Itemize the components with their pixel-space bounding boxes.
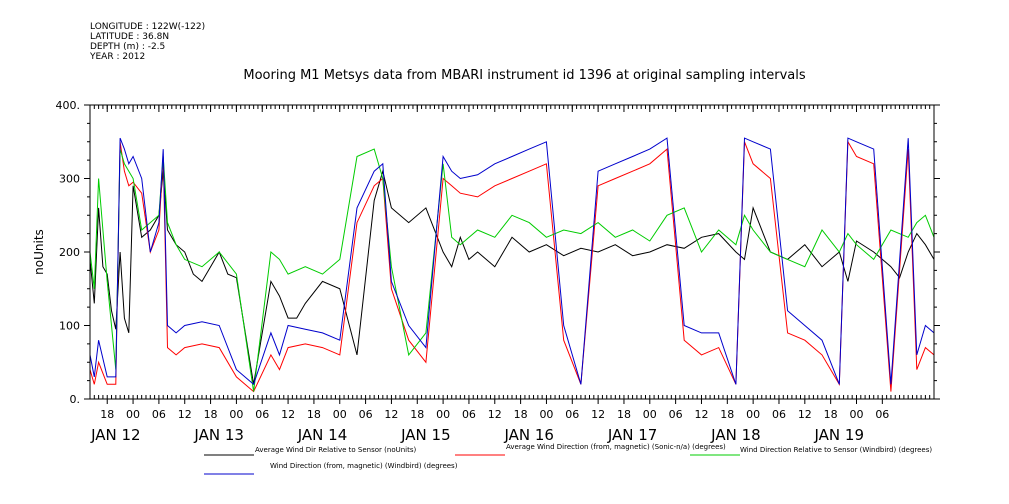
- y-tick-label: 0.: [70, 393, 81, 406]
- x-tick-label: 06: [462, 408, 476, 421]
- x-tick-label: 18: [100, 408, 114, 421]
- x-tick-label: 06: [255, 408, 269, 421]
- metadata-block: LONGITUDE : 122W(-122) LATITUDE : 36.8N …: [90, 22, 205, 62]
- x-tick-label: 00: [229, 408, 243, 421]
- x-date-label: JAN 16: [503, 426, 554, 444]
- y-tick-label: 300: [59, 173, 80, 186]
- x-tick-label: 12: [281, 408, 295, 421]
- x-tick-label: 12: [178, 408, 192, 421]
- legend-label-1: Average Wind Dir Relative to Sensor (noU…: [255, 446, 416, 454]
- x-date-label: JAN 17: [607, 426, 658, 444]
- x-tick-label: 00: [126, 408, 140, 421]
- y-tick-label: 400.: [56, 99, 81, 112]
- x-tick-label: 00: [539, 408, 553, 421]
- x-date-label: JAN 15: [400, 426, 451, 444]
- x-tick-label: 06: [359, 408, 373, 421]
- depth-label: DEPTH (m) : -2.5: [90, 42, 166, 52]
- series-line-3: [89, 148, 935, 392]
- y-axis-label: noUnits: [32, 229, 46, 275]
- y-tick-label: 200: [59, 246, 80, 259]
- x-date-label: JAN 14: [297, 426, 348, 444]
- x-date-label: JAN 18: [710, 426, 761, 444]
- x-tick-label: 06: [772, 408, 786, 421]
- x-tick-label: 12: [798, 408, 812, 421]
- x-date-label: JAN 12: [90, 426, 141, 444]
- x-tick-label: 18: [514, 408, 528, 421]
- x-tick-label: 06: [875, 408, 889, 421]
- x-tick-label: 00: [436, 408, 450, 421]
- legend-label-3: Wind Direction Relative to Sensor (Windb…: [740, 446, 932, 454]
- year-label: YEAR : 2012: [90, 52, 146, 62]
- x-tick-label: 18: [204, 408, 218, 421]
- x-tick-label: 00: [746, 408, 760, 421]
- x-tick-label: 18: [617, 408, 631, 421]
- x-tick-label: 18: [720, 408, 734, 421]
- x-tick-label: 18: [410, 408, 424, 421]
- series-line-2: [89, 140, 935, 393]
- x-tick-label: 06: [565, 408, 579, 421]
- x-tick-label: 18: [824, 408, 838, 421]
- series-line-1: [89, 169, 935, 385]
- series-line-4: [89, 137, 935, 386]
- x-tick-label: 00: [849, 408, 863, 421]
- x-tick-label: 12: [488, 408, 502, 421]
- x-tick-label: 18: [307, 408, 321, 421]
- x-tick-label: 06: [152, 408, 166, 421]
- x-date-label: JAN 19: [814, 426, 865, 444]
- x-tick-label: 12: [384, 408, 398, 421]
- x-tick-label: 12: [694, 408, 708, 421]
- x-tick-label: 06: [669, 408, 683, 421]
- x-tick-label: 00: [643, 408, 657, 421]
- latitude-label: LATITUDE : 36.8N: [90, 32, 170, 42]
- x-tick-label: 00: [333, 408, 347, 421]
- x-tick-label: 12: [591, 408, 605, 421]
- longitude-label: LONGITUDE : 122W(-122): [90, 22, 206, 32]
- x-date-label: JAN 13: [193, 426, 244, 444]
- legend-label-2: Average Wind Direction (from, magnetic) …: [506, 443, 726, 451]
- plot-frame: [89, 104, 935, 400]
- chart-title: Mooring M1 Metsys data from MBARI instru…: [243, 68, 806, 83]
- y-tick-label: 100: [59, 320, 80, 333]
- legend-label-4: Wind Direction (from, magnetic) (Windbir…: [270, 462, 458, 470]
